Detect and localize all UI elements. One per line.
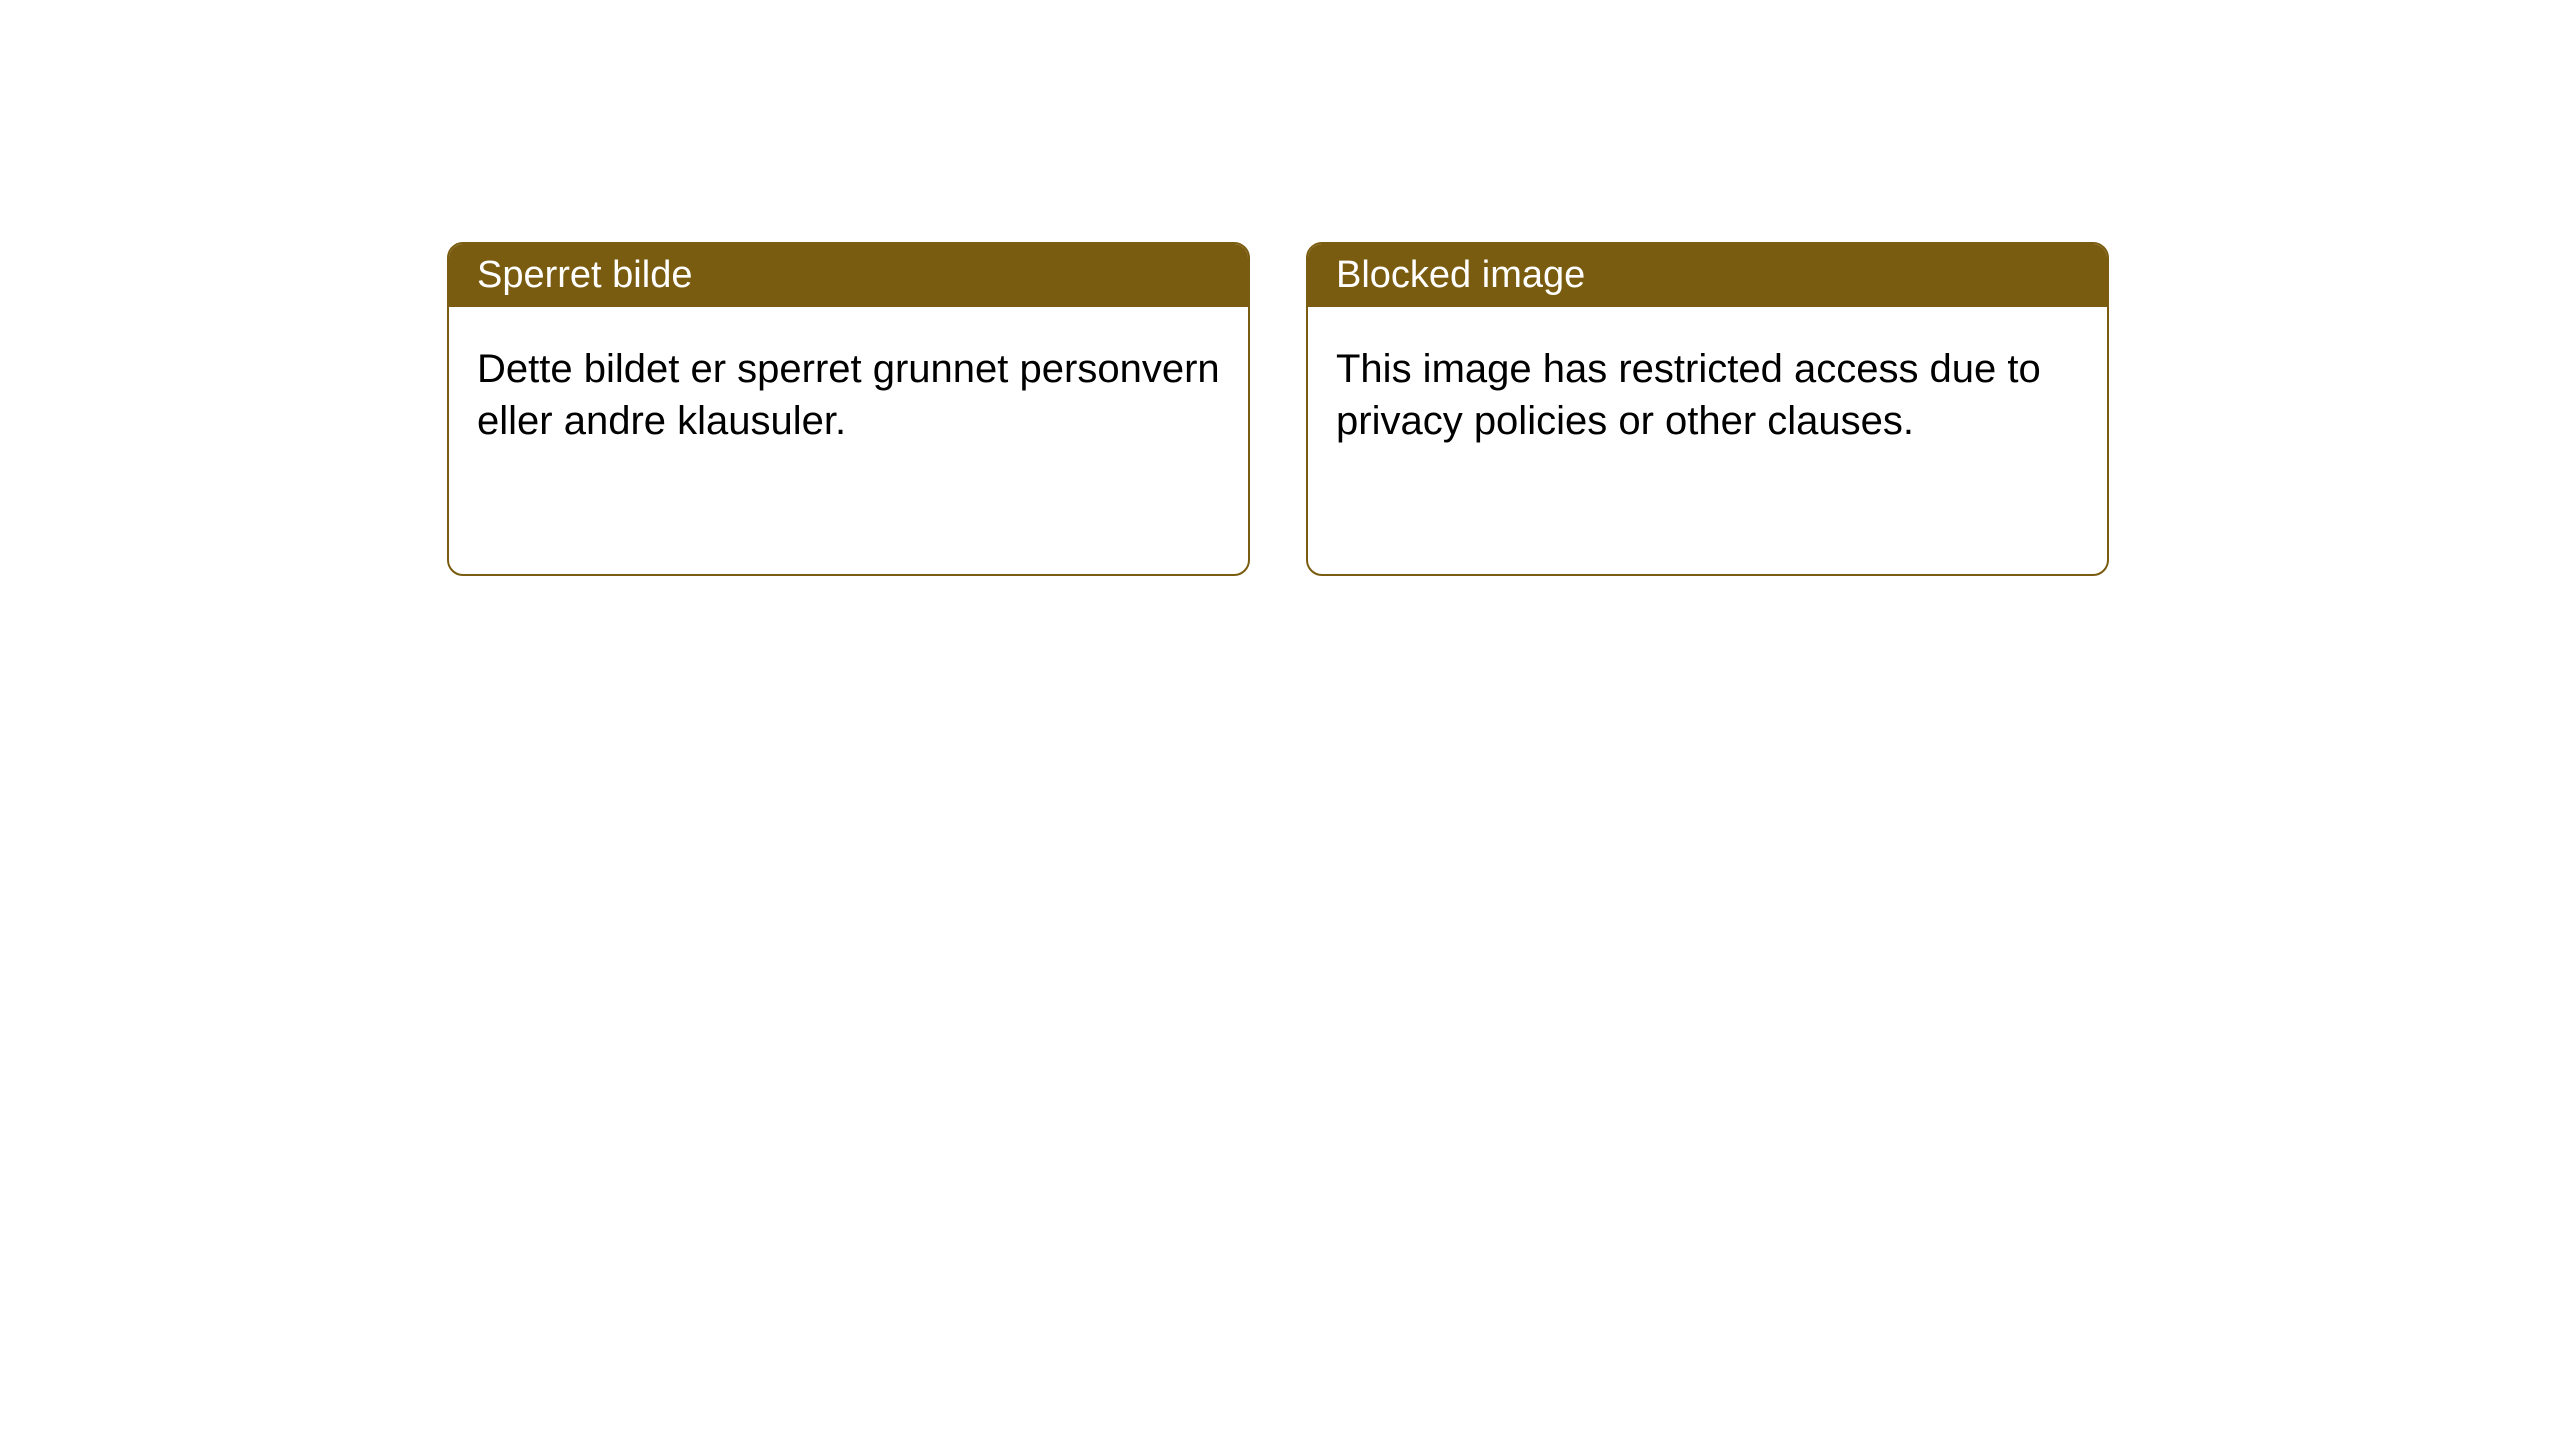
card-body: This image has restricted access due to … [1308,307,2107,483]
card-title: Blocked image [1336,254,1585,296]
notice-card-norwegian: Sperret bilde Dette bildet er sperret gr… [447,242,1250,576]
card-body-text: This image has restricted access due to … [1336,347,2041,443]
card-header: Blocked image [1308,244,2107,307]
card-header: Sperret bilde [449,244,1248,307]
card-body-text: Dette bildet er sperret grunnet personve… [477,347,1220,443]
notice-card-english: Blocked image This image has restricted … [1306,242,2109,576]
notice-cards-container: Sperret bilde Dette bildet er sperret gr… [0,0,2560,576]
card-title: Sperret bilde [477,254,692,296]
card-body: Dette bildet er sperret grunnet personve… [449,307,1248,483]
